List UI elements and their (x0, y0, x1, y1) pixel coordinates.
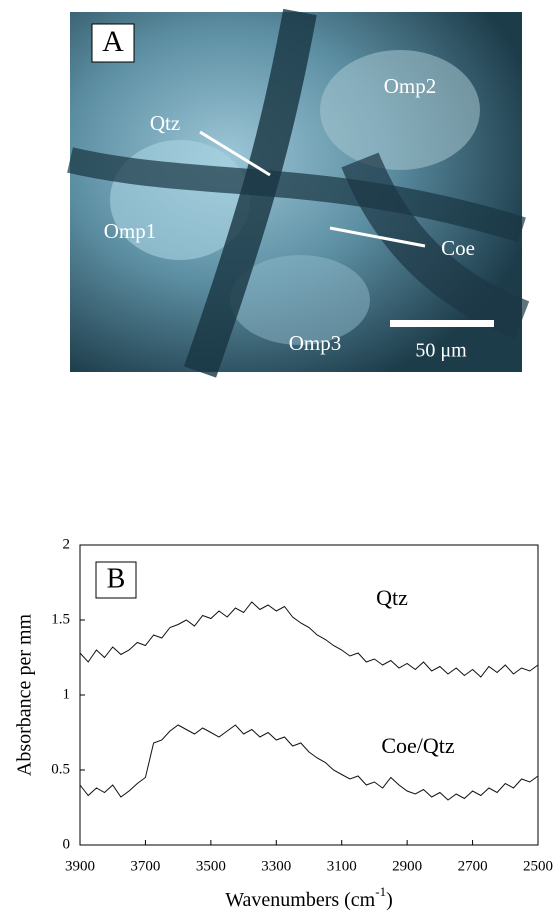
mineral-label: Omp1 (104, 219, 157, 243)
x-tick-label: 3500 (196, 858, 226, 874)
x-tick-label: 3300 (261, 858, 291, 874)
panel-label: B (107, 563, 126, 594)
y-tick-label: 1.5 (51, 611, 70, 627)
x-tick-label: 3900 (65, 858, 95, 874)
panel-label: A (102, 25, 124, 58)
mineral-label: Qtz (150, 111, 180, 135)
spectrum-line (80, 725, 538, 800)
y-tick-label: 2 (63, 536, 71, 552)
y-tick-label: 0.5 (51, 761, 70, 777)
series-label: Coe/Qtz (381, 733, 455, 758)
micrograph (70, 12, 522, 372)
x-tick-label: 2500 (523, 858, 553, 874)
mineral-label: Coe (441, 236, 475, 260)
x-tick-label: 2700 (458, 858, 488, 874)
x-axis-label: Wavenumbers (cm-1) (225, 884, 393, 911)
mineral-label: Omp3 (289, 331, 342, 355)
y-tick-label: 1 (63, 686, 71, 702)
y-axis-label: Absorbance per mm (14, 613, 36, 776)
x-axis-label-superscript: -1 (375, 884, 386, 899)
mineral-label: Omp2 (384, 74, 437, 98)
figure: A 50 μm Qtz Omp2 Omp1 Coe Omp3 0 0.5 1 1.5 2 3900 3… (0, 0, 560, 913)
spectrum-line (80, 602, 538, 677)
x-tick-label: 3100 (327, 858, 357, 874)
x-tick-label: 2900 (392, 858, 422, 874)
plot-frame (80, 545, 538, 845)
x-tick-label: 3700 (130, 858, 160, 874)
scale-bar-label: 50 μm (415, 340, 467, 362)
x-axis-label-text: Wavenumbers (cm (225, 889, 375, 911)
y-tick-label: 0 (63, 836, 71, 852)
x-axis-label-text: ) (386, 889, 393, 911)
series-label: Qtz (376, 585, 408, 610)
